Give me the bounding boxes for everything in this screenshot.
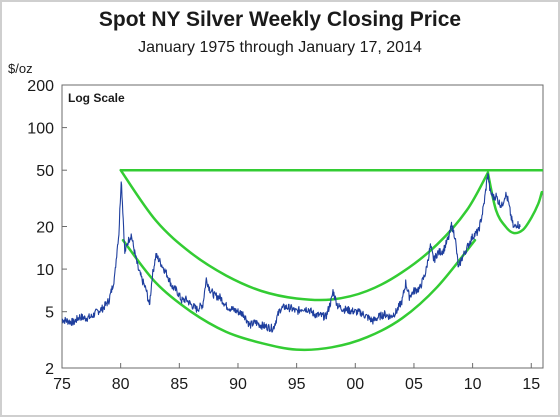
x-tick-label-5: 00: [346, 376, 364, 393]
trend-curve-3: [486, 171, 544, 235]
plot-area: [61, 84, 544, 369]
y-axis: 2 5 10 20 50 100 200: [27, 78, 67, 378]
x-axis: 75 80 85 90 95 00 05 10 15: [53, 363, 540, 393]
y-tick-label-0: 2: [45, 361, 54, 378]
x-tick-label-3: 90: [229, 376, 247, 393]
y-axis-unit-label: $/oz: [8, 61, 33, 76]
trend-curve-1: [119, 168, 490, 302]
y-tick-label-4: 50: [36, 163, 54, 180]
y-tick-label-3: 20: [36, 220, 54, 237]
price-line-0: [61, 173, 521, 333]
x-tick-label-8: 15: [522, 376, 540, 393]
trend-curve-2: [121, 238, 477, 352]
x-tick-label-7: 10: [464, 376, 482, 393]
y-tick-label-6: 200: [27, 78, 54, 95]
y-tick-label-1: 5: [45, 305, 54, 322]
chart-subtitle: January 1975 through January 17, 2014: [138, 39, 422, 56]
x-tick-label-4: 95: [288, 376, 306, 393]
log-scale-annotation: Log Scale: [68, 91, 125, 105]
x-tick-label-6: 05: [405, 376, 423, 393]
chart-title: Spot NY Silver Weekly Closing Price: [98, 8, 462, 31]
y-tick-label-2: 10: [36, 262, 54, 279]
price-series: [61, 173, 521, 333]
trend-overlays: [119, 168, 544, 352]
y-tick-label-5: 100: [27, 121, 54, 138]
x-tick-label-1: 80: [112, 376, 130, 393]
x-tick-label-2: 85: [170, 376, 188, 393]
x-tick-label-0: 75: [53, 376, 71, 393]
